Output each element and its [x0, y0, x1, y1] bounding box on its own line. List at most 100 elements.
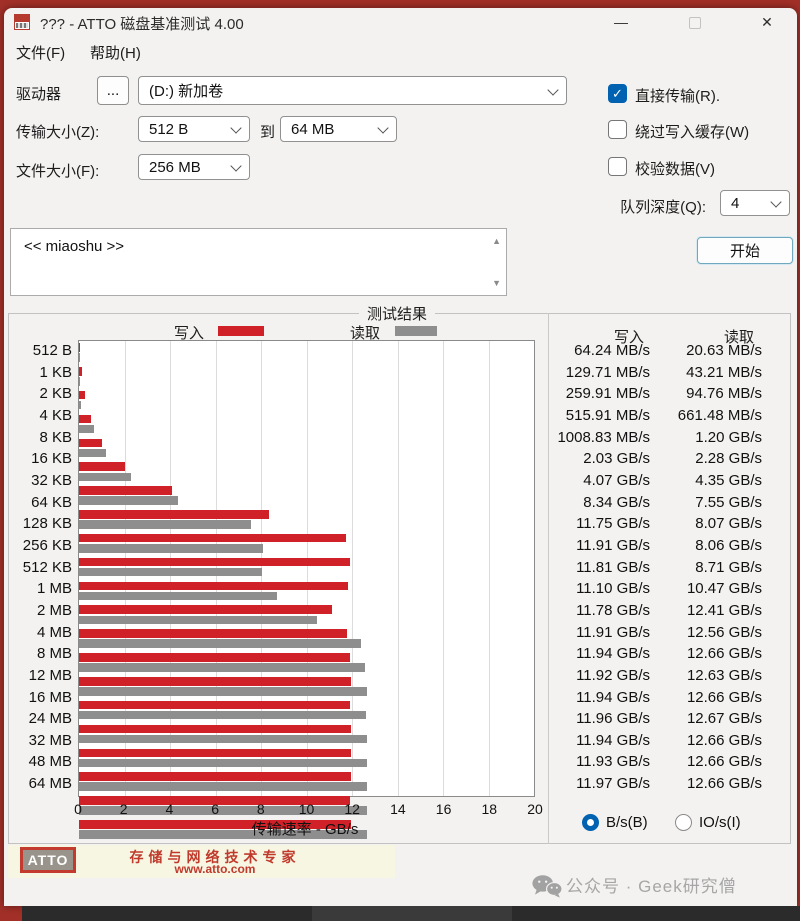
- taskbar-edge: [22, 906, 800, 921]
- write-value: 64.24 MB/s: [574, 342, 650, 359]
- read-value: 4.35 GB/s: [695, 471, 762, 489]
- read-bar: [79, 567, 263, 577]
- write-bar: [79, 724, 351, 734]
- result-row: 1008.83 MB/s 1.20 GB/s: [522, 427, 762, 449]
- chevron-down-icon: [547, 83, 559, 96]
- ios-radio[interactable]: [675, 814, 692, 831]
- scroll-down-icon[interactable]: ▼: [492, 278, 501, 288]
- ios-radio-label: IO/s(I): [699, 814, 741, 831]
- divider: [548, 313, 549, 844]
- x-tick: 20: [527, 801, 543, 817]
- category-label: 32 KB: [31, 471, 72, 489]
- chart-row: [79, 700, 534, 723]
- chart-plot-area: [78, 340, 535, 839]
- queue-depth-select[interactable]: 4: [720, 190, 790, 216]
- write-value: 11.93 GB/s: [576, 753, 650, 771]
- write-value: 515.91 MB/s: [565, 406, 650, 424]
- result-row: 8.34 GB/s 7.55 GB/s: [522, 492, 762, 514]
- result-row: 11.94 GB/s 12.66 GB/s: [522, 730, 762, 752]
- title-bar: ??? - ATTO 磁盘基准测试 4.00 — ✕: [4, 8, 797, 36]
- scroll-up-icon[interactable]: ▲: [492, 236, 501, 246]
- taskbar-blur: [312, 906, 512, 921]
- results-group: 测试结果: [8, 303, 791, 844]
- chart-category-axis: 512 B 1 KB 2 KB 4 KB 8 KB 16 KB 32 KB 64 KB 128 …: [4, 340, 72, 795]
- result-row: 2.03 GB/s 2.28 GB/s: [522, 448, 762, 470]
- chart-row: [79, 581, 534, 604]
- write-value: 4.07 GB/s: [583, 471, 650, 489]
- read-bar: [79, 615, 318, 625]
- category-label: 24 MB: [28, 710, 72, 728]
- gridline: [306, 341, 308, 796]
- verify-data-checkbox[interactable]: [608, 157, 627, 176]
- x-tick: 2: [119, 801, 128, 817]
- category-label: 8 MB: [36, 645, 72, 663]
- app-window: ??? - ATTO 磁盘基准测试 4.00 — ✕ 文件(F) 帮助(H) 驱…: [4, 8, 797, 906]
- queue-depth-label: 队列深度(Q):: [620, 199, 706, 216]
- write-bar: [79, 414, 91, 424]
- read-value: 12.63 GB/s: [686, 666, 762, 684]
- drive-select[interactable]: (D:) 新加卷: [138, 76, 567, 105]
- drive-label: 驱动器: [16, 86, 62, 103]
- write-value: 11.94 GB/s: [576, 731, 650, 749]
- result-row: 129.71 MB/s 43.21 MB/s: [522, 362, 762, 384]
- results-group-title: 测试结果: [359, 303, 436, 324]
- direct-io-checkbox[interactable]: [608, 84, 627, 103]
- category-label: 1 MB: [36, 580, 72, 598]
- write-bar: [79, 700, 351, 710]
- category-label: 2 KB: [39, 385, 72, 403]
- read-bar: [79, 472, 131, 481]
- transfer-max-value: 64 MB: [291, 120, 335, 138]
- transfer-max-select[interactable]: 64 MB: [280, 116, 397, 142]
- write-value: 129.71 MB/s: [565, 363, 650, 381]
- x-tick: 4: [165, 801, 174, 817]
- read-bar: [79, 734, 367, 744]
- category-label: 512 KB: [22, 558, 72, 576]
- write-bar: [79, 653, 350, 662]
- gridline: [443, 341, 444, 796]
- maximize-button[interactable]: [682, 11, 708, 33]
- write-value: 11.91 GB/s: [576, 536, 650, 554]
- x-tick: 6: [211, 801, 219, 817]
- transfer-min-select[interactable]: 512 B: [138, 116, 250, 142]
- bs-radio[interactable]: [582, 814, 599, 831]
- read-value: 7.55 GB/s: [695, 493, 762, 511]
- category-label: 256 KB: [22, 536, 72, 554]
- wechat-icon: [532, 875, 563, 898]
- write-value: 11.75 GB/s: [576, 515, 650, 533]
- write-value: 11.97 GB/s: [576, 775, 650, 793]
- minimize-button[interactable]: —: [614, 14, 628, 30]
- write-bar: [79, 820, 352, 829]
- legend-read-label: 读取: [350, 325, 381, 342]
- file-size-select[interactable]: 256 MB: [138, 154, 250, 180]
- browse-button[interactable]: ...: [97, 76, 129, 105]
- write-bar: [79, 677, 351, 686]
- chart-row: [79, 772, 534, 794]
- chart-row: [79, 796, 534, 818]
- chart-x-axis: 0 2 4 6 8 10 12 14 16 18 20: [74, 801, 543, 817]
- chevron-down-icon: [377, 122, 389, 134]
- start-button[interactable]: 开始: [697, 237, 793, 264]
- write-bar: [79, 510, 269, 519]
- read-value: 661.48 MB/s: [677, 406, 762, 424]
- write-value: 259.91 MB/s: [565, 385, 650, 403]
- close-button[interactable]: ✕: [761, 14, 773, 30]
- menu-help[interactable]: 帮助(H): [90, 45, 141, 62]
- write-bar: [79, 343, 81, 352]
- menu-file[interactable]: 文件(F): [16, 45, 66, 62]
- write-bar: [79, 796, 351, 805]
- chart-row: [79, 557, 534, 580]
- write-value: 11.94 GB/s: [576, 688, 650, 706]
- banner-url[interactable]: www.atto.com: [174, 862, 256, 876]
- write-value: 11.92 GB/s: [576, 666, 650, 684]
- write-bar: [79, 629, 347, 638]
- bypass-write-cache-checkbox[interactable]: [608, 120, 627, 139]
- category-label: 64 KB: [31, 493, 72, 511]
- description-input[interactable]: << miaoshu >> ▲ ▼: [10, 228, 507, 296]
- read-value: 10.47 GB/s: [686, 580, 762, 598]
- read-bar: [79, 400, 82, 410]
- result-row: 11.81 GB/s 8.71 GB/s: [522, 557, 762, 579]
- category-label: 2 MB: [36, 601, 72, 619]
- read-bar: [79, 591, 278, 601]
- write-bar: [79, 486, 172, 495]
- transfer-size-label: 传输大小(Z):: [16, 124, 100, 141]
